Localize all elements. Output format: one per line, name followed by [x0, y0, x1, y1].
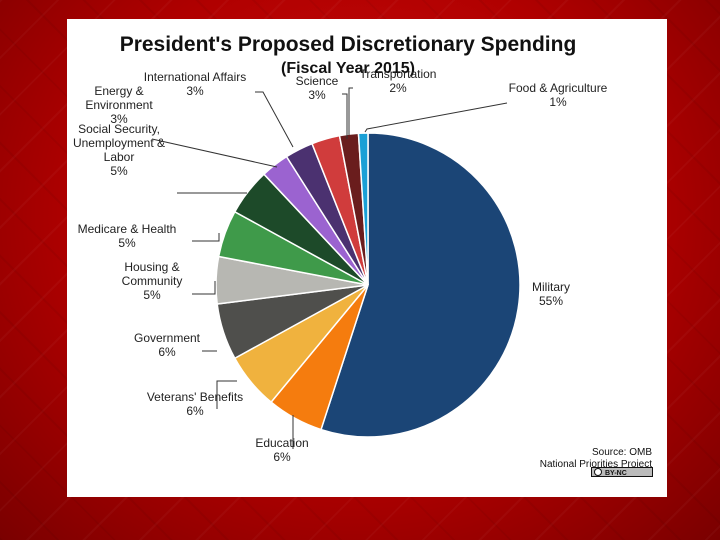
slice-value-label: 6% — [186, 404, 204, 418]
slice-label: Energy & Environment 3% — [85, 84, 153, 126]
license-badge-text: BY-NC — [605, 470, 627, 477]
chart-subtitle: (Fiscal Year 2015) — [281, 60, 415, 77]
slice-name-label: Housing & — [124, 260, 179, 274]
pie-slice-military — [320, 132, 521, 438]
slice-name-label: Food & Agriculture — [509, 81, 608, 95]
slice-label: Housing & Community 5% — [122, 260, 183, 302]
slice-value-label: 5% — [118, 236, 136, 250]
pie-chart: President's Proposed Discretionary Spend… — [73, 33, 653, 477]
slice-value-label: 55% — [539, 294, 563, 308]
slice-name-label: Veterans' Benefits — [147, 390, 243, 404]
source-note: Source: OMB National Priorities Project … — [540, 447, 653, 477]
leader-line — [342, 93, 348, 139]
slice-value-label: 3% — [110, 112, 128, 126]
license-badge: BY-NC — [591, 467, 653, 477]
slice-name-label: Science — [296, 74, 339, 88]
pie-slice-food-agriculture — [357, 132, 369, 286]
slice-name-label: Medicare & Health — [78, 222, 177, 236]
leader-line — [151, 138, 278, 168]
slice-label: Science 3% — [296, 74, 339, 102]
slice-value-label: 2% — [389, 81, 407, 95]
slice-label: Social Security, Unemployment & Labor 5% — [73, 122, 165, 178]
slice-name-label: Community — [122, 274, 183, 288]
slice-label: International Affairs 3% — [144, 70, 247, 98]
slice-name-label: International Affairs — [144, 70, 247, 84]
slice-name-label: Energy & — [94, 84, 143, 98]
slice-value-label: 3% — [308, 88, 326, 102]
slice-value-label: 1% — [549, 95, 567, 109]
source-line-2: National Priorities Project — [540, 459, 652, 470]
slice-label: Military 55% — [532, 280, 570, 308]
slice-value-label: 5% — [110, 164, 128, 178]
slice-name-label: Environment — [85, 98, 153, 112]
slice-label: Veterans' Benefits 6% — [147, 390, 243, 418]
slice-label: Medicare & Health 5% — [78, 222, 177, 250]
slice-name-label: Government — [134, 331, 201, 345]
slice-label: Food & Agriculture 1% — [509, 81, 608, 109]
leader-line — [216, 380, 237, 409]
leader-line — [192, 281, 216, 295]
leader-line — [255, 91, 294, 148]
slice-name-label: Military — [532, 280, 570, 294]
slice-label: Education 6% — [255, 436, 308, 464]
slice-label: Government 6% — [134, 331, 201, 359]
leader-lines — [151, 87, 508, 449]
chart-title: President's Proposed Discretionary Spend… — [120, 33, 577, 56]
slice-value-label: 6% — [158, 345, 176, 359]
slice-value-label: 5% — [143, 288, 161, 302]
leader-line — [364, 102, 508, 133]
slice-name-label: Social Security, — [78, 122, 160, 136]
pie-slices — [215, 132, 521, 438]
chart-panel: President's Proposed Discretionary Spend… — [67, 19, 667, 497]
slice-value-label: 3% — [186, 84, 204, 98]
slice-name-label: Transportation — [360, 67, 437, 81]
slice-name-label: Unemployment & — [73, 136, 165, 150]
slice-label: Transportation 2% — [360, 67, 437, 95]
slice-value-label: 6% — [273, 450, 291, 464]
slice-labels: Military 55%Education 6%Veterans' Benefits… — [73, 67, 608, 464]
leader-line — [192, 233, 220, 242]
source-line-1: Source: OMB — [592, 447, 652, 458]
slice-name-label: Labor — [104, 150, 135, 164]
leader-line — [348, 87, 353, 135]
slice-name-label: Education — [255, 436, 308, 450]
